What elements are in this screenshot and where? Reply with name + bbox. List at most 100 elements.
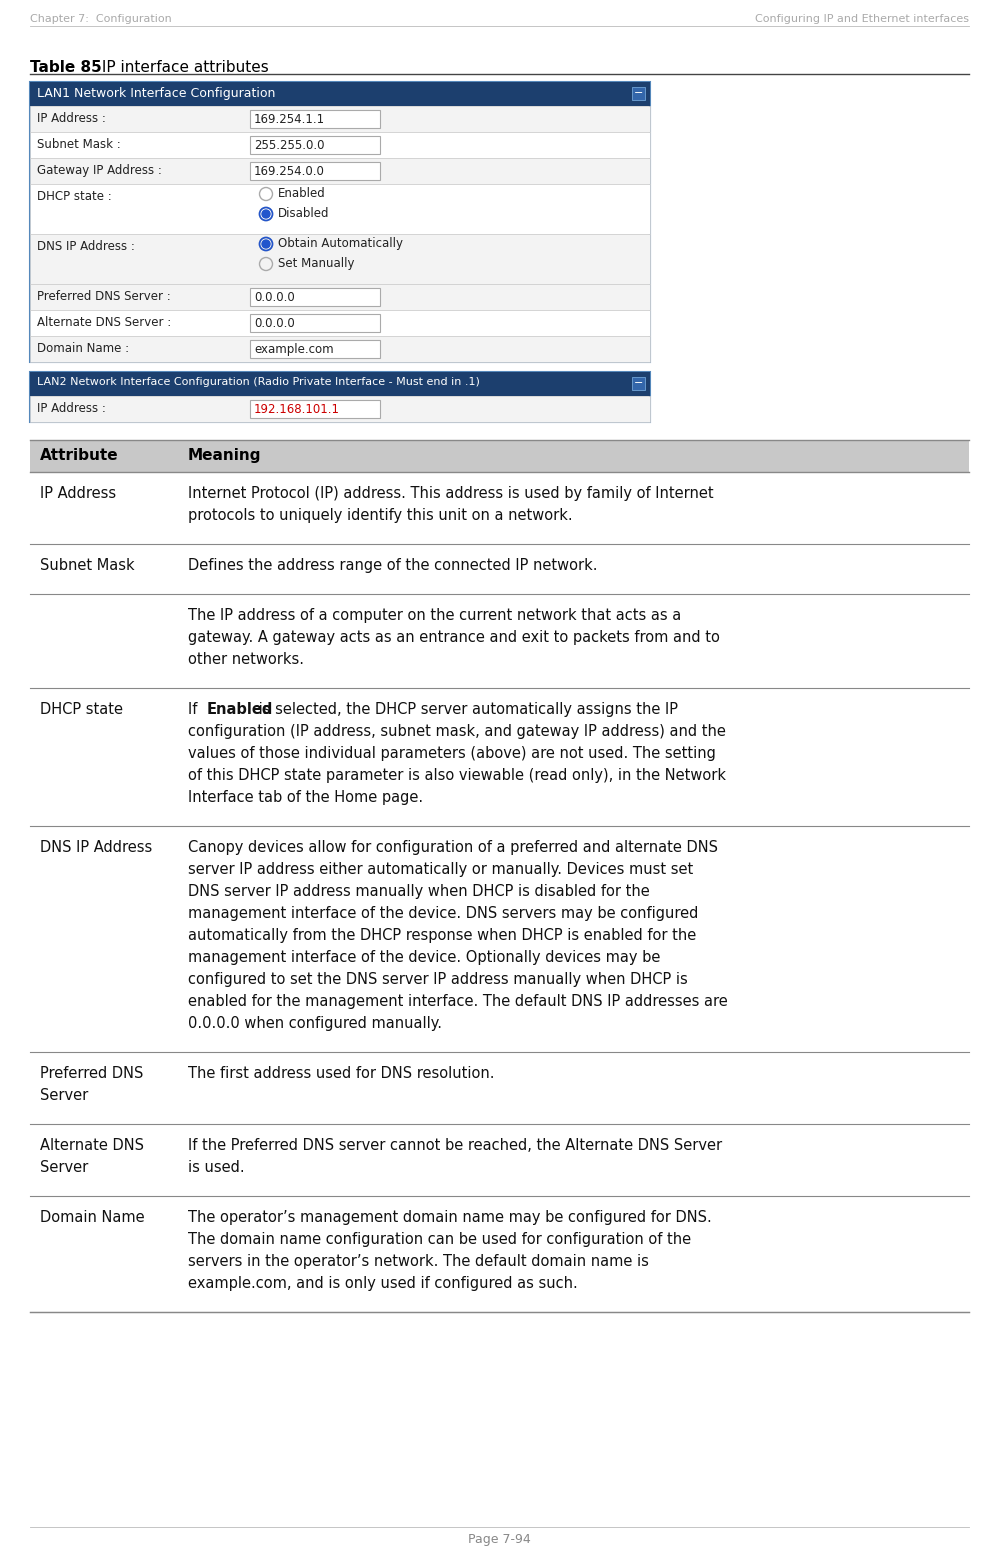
Text: Canopy devices allow for configuration of a preferred and alternate DNS: Canopy devices allow for configuration o… <box>188 840 718 855</box>
Bar <box>250 341 380 358</box>
Bar <box>250 314 380 333</box>
Text: If: If <box>188 701 202 717</box>
Text: example.com, and is only used if configured as such.: example.com, and is only used if configu… <box>188 1277 577 1291</box>
Text: values of those individual parameters (above) are not used. The setting: values of those individual parameters (a… <box>188 746 716 760</box>
Bar <box>250 400 380 418</box>
Bar <box>30 183 650 233</box>
Text: 0.0.0.0: 0.0.0.0 <box>254 291 295 303</box>
Text: The operator’s management domain name may be configured for DNS.: The operator’s management domain name ma… <box>188 1210 711 1225</box>
Bar <box>250 288 380 306</box>
Bar <box>30 397 650 421</box>
Text: configured to set the DNS server IP address manually when DHCP is: configured to set the DNS server IP addr… <box>188 972 687 987</box>
Text: example.com: example.com <box>254 344 334 356</box>
Bar <box>250 135 380 154</box>
Bar <box>30 473 969 544</box>
Bar <box>30 233 650 285</box>
Text: Gateway IP Address :: Gateway IP Address : <box>37 163 162 177</box>
Text: DHCP state: DHCP state <box>40 701 123 717</box>
Text: Set Manually: Set Manually <box>278 257 355 271</box>
Text: Domain Name :: Domain Name : <box>37 342 129 355</box>
Text: Defines the address range of the connected IP network.: Defines the address range of the connect… <box>188 558 597 572</box>
Text: Subnet Mask: Subnet Mask <box>40 558 135 572</box>
Text: If the Preferred DNS server cannot be reached, the Alternate DNS Server: If the Preferred DNS server cannot be re… <box>188 1138 722 1152</box>
Bar <box>30 544 969 594</box>
Text: management interface of the device. DNS servers may be configured: management interface of the device. DNS … <box>188 907 698 921</box>
Circle shape <box>262 239 270 247</box>
Text: gateway. A gateway acts as an entrance and exit to packets from and to: gateway. A gateway acts as an entrance a… <box>188 630 720 645</box>
Text: The first address used for DNS resolution.: The first address used for DNS resolutio… <box>188 1067 495 1081</box>
Text: DNS server IP address manually when DHCP is disabled for the: DNS server IP address manually when DHCP… <box>188 883 649 899</box>
Bar <box>250 110 380 128</box>
Bar <box>250 162 380 180</box>
Bar <box>30 82 650 362</box>
Text: Domain Name: Domain Name <box>40 1210 145 1225</box>
Text: Attribute: Attribute <box>40 448 119 463</box>
Text: DNS IP Address: DNS IP Address <box>40 840 152 855</box>
Text: server IP address either automatically or manually. Devices must set: server IP address either automatically o… <box>188 861 693 877</box>
Bar <box>632 87 645 100</box>
Text: Preferred DNS: Preferred DNS <box>40 1067 144 1081</box>
Text: Subnet Mask :: Subnet Mask : <box>37 138 121 151</box>
Text: management interface of the device. Optionally devices may be: management interface of the device. Opti… <box>188 950 660 966</box>
Bar <box>30 82 650 106</box>
Text: Alternate DNS Server :: Alternate DNS Server : <box>37 316 171 330</box>
Text: 255.255.0.0: 255.255.0.0 <box>254 138 325 152</box>
Text: 0.0.0.0: 0.0.0.0 <box>254 317 295 330</box>
Text: Internet Protocol (IP) address. This address is used by family of Internet: Internet Protocol (IP) address. This add… <box>188 487 713 501</box>
Text: Table 85: Table 85 <box>30 61 102 75</box>
Text: other networks.: other networks. <box>188 652 304 667</box>
Text: IP Address :: IP Address : <box>37 403 106 415</box>
Text: Enabled: Enabled <box>206 701 273 717</box>
Text: IP Address :: IP Address : <box>37 112 106 124</box>
Text: Interface tab of the Home page.: Interface tab of the Home page. <box>188 790 424 805</box>
Text: of this DHCP state parameter is also viewable (read only), in the Network: of this DHCP state parameter is also vie… <box>188 768 726 784</box>
Circle shape <box>262 210 270 218</box>
Bar <box>30 440 969 473</box>
Text: 0.0.0.0 when configured manually.: 0.0.0.0 when configured manually. <box>188 1015 442 1031</box>
Bar <box>30 372 650 421</box>
Text: The IP address of a computer on the current network that acts as a: The IP address of a computer on the curr… <box>188 608 681 624</box>
Text: DNS IP Address :: DNS IP Address : <box>37 239 135 253</box>
Text: Alternate DNS: Alternate DNS <box>40 1138 144 1152</box>
Text: Chapter 7:  Configuration: Chapter 7: Configuration <box>30 14 172 23</box>
Bar <box>30 372 650 397</box>
Text: LAN1 Network Interface Configuration: LAN1 Network Interface Configuration <box>37 87 276 100</box>
Bar <box>30 687 969 826</box>
Text: Preferred DNS Server :: Preferred DNS Server : <box>37 289 171 303</box>
Bar <box>30 285 650 309</box>
Text: The domain name configuration can be used for configuration of the: The domain name configuration can be use… <box>188 1232 691 1247</box>
Text: IP Address: IP Address <box>40 487 116 501</box>
Text: is used.: is used. <box>188 1160 245 1176</box>
Bar <box>30 1053 969 1124</box>
Text: Page 7-94: Page 7-94 <box>468 1533 530 1546</box>
Text: 169.254.0.0: 169.254.0.0 <box>254 165 325 177</box>
Text: 192.168.101.1: 192.168.101.1 <box>254 403 340 417</box>
Bar <box>30 1196 969 1312</box>
Text: −: − <box>633 89 643 98</box>
Text: Server: Server <box>40 1160 88 1176</box>
Bar <box>30 132 650 159</box>
Bar <box>30 309 650 336</box>
Bar <box>30 336 650 362</box>
Text: LAN2 Network Interface Configuration (Radio Private Interface - Must end in .1): LAN2 Network Interface Configuration (Ra… <box>37 376 480 387</box>
Text: 169.254.1.1: 169.254.1.1 <box>254 114 325 126</box>
Bar <box>30 1124 969 1196</box>
Bar <box>632 376 645 390</box>
Text: Disabled: Disabled <box>278 207 330 219</box>
Text: IP interface attributes: IP interface attributes <box>97 61 269 75</box>
Bar <box>30 159 650 183</box>
Text: protocols to uniquely identify this unit on a network.: protocols to uniquely identify this unit… <box>188 508 572 522</box>
Text: Configuring IP and Ethernet interfaces: Configuring IP and Ethernet interfaces <box>755 14 969 23</box>
Text: Server: Server <box>40 1088 88 1102</box>
Text: enabled for the management interface. The default DNS IP addresses are: enabled for the management interface. Th… <box>188 994 727 1009</box>
Bar <box>30 106 650 132</box>
Text: is selected, the DHCP server automatically assigns the IP: is selected, the DHCP server automatical… <box>254 701 678 717</box>
Text: servers in the operator’s network. The default domain name is: servers in the operator’s network. The d… <box>188 1253 649 1269</box>
Bar <box>30 594 969 687</box>
Bar <box>30 826 969 1053</box>
Text: Enabled: Enabled <box>278 187 326 201</box>
Text: −: − <box>633 378 643 389</box>
Text: Obtain Automatically: Obtain Automatically <box>278 236 403 250</box>
Text: DHCP state :: DHCP state : <box>37 190 112 204</box>
Text: configuration (IP address, subnet mask, and gateway IP address) and the: configuration (IP address, subnet mask, … <box>188 725 726 739</box>
